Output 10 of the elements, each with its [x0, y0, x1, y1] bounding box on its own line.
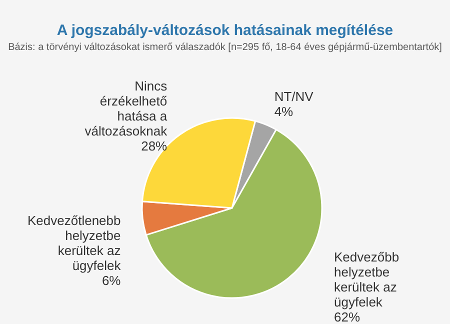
- data-label: 4%: [274, 104, 294, 119]
- slice-label: Nincs érzékelhető hatása a változásoknak: [84, 78, 168, 139]
- chart-title: A jogszabály-változások hatásainak megítélése: [56, 22, 394, 39]
- data-label: 6%: [102, 272, 122, 288]
- data-label: 28%: [141, 138, 168, 154]
- chart-subtitle: Bázis: a törvényi változásokat ismerő válaszadók [n=295 fő, 18-64 éves gépjármű-üzembentartók]: [8, 42, 442, 53]
- data-label: 62%: [334, 310, 360, 324]
- slice-label: Kedvezőbb helyzetbe kerültek az ügyfelek: [334, 250, 400, 310]
- slice-label: Kedvezőtlenebb helyzetbe kerültek az ügyfelek: [27, 212, 122, 273]
- slice-label: NT/NV: [274, 88, 314, 104]
